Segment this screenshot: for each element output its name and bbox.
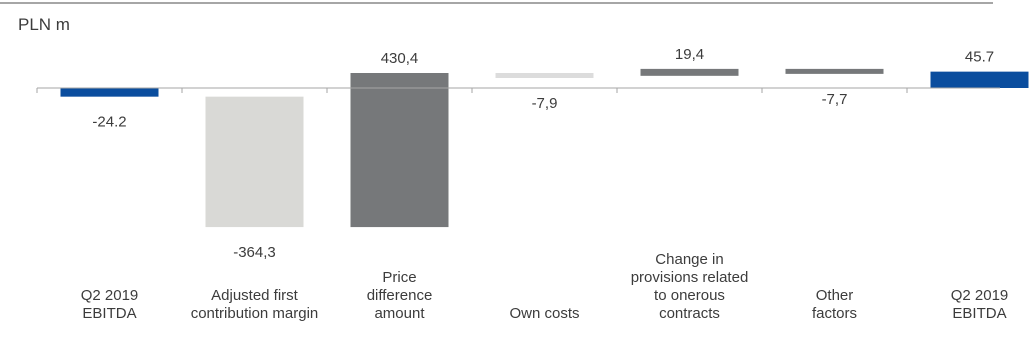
value-label-1: -24.2	[92, 114, 126, 131]
bar-7	[930, 71, 1029, 88]
category-label-6: Other	[816, 287, 854, 304]
value-label-2: -364,3	[233, 244, 276, 261]
category-label-2: contribution margin	[191, 305, 319, 322]
category-label-5: contracts	[659, 305, 720, 322]
bar-3	[350, 72, 449, 228]
bar-5	[640, 68, 739, 76]
bar-2	[205, 96, 304, 228]
value-label-7: 45.7	[965, 49, 994, 66]
category-label-5: provisions related	[631, 269, 749, 286]
bar-6	[785, 68, 884, 74]
bar-1	[60, 88, 159, 97]
category-label-7: EBITDA	[952, 305, 1006, 322]
category-label-1: Q2 2019	[81, 287, 139, 304]
category-label-5: to onerous	[654, 287, 725, 304]
category-label-3: difference	[367, 287, 433, 304]
category-label-7: Q2 2019	[951, 287, 1009, 304]
category-label-1: EBITDA	[82, 305, 136, 322]
category-label-4: Own costs	[509, 305, 579, 322]
category-label-3: amount	[374, 305, 425, 322]
value-label-3: 430,4	[381, 50, 419, 67]
value-label-4: -7,9	[532, 95, 558, 112]
category-label-6: factors	[812, 305, 857, 322]
category-label-3: Price	[382, 269, 416, 286]
category-label-5: Change in	[655, 251, 723, 268]
value-label-6: -7,7	[822, 91, 848, 108]
bar-4	[495, 72, 594, 78]
unit-label: PLN m	[18, 15, 70, 34]
category-label-2: Adjusted first	[211, 287, 299, 304]
value-label-5: 19,4	[675, 46, 704, 63]
